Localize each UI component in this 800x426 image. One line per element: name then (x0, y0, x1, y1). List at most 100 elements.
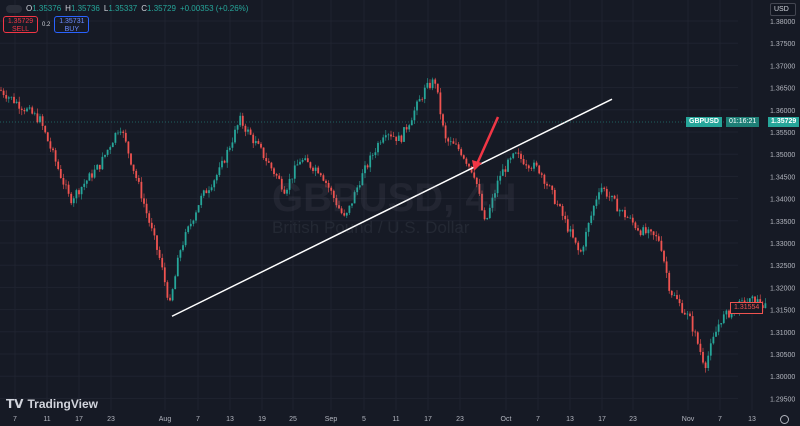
candle-body (618, 210, 621, 212)
collapse-icon[interactable] (6, 4, 22, 13)
candle-body (657, 236, 660, 241)
candle-body (288, 178, 291, 190)
candle-body (80, 186, 83, 195)
y-tick-label: 1.29500 (770, 396, 795, 403)
candle-body (442, 114, 444, 126)
candle-body (122, 131, 125, 133)
candle-body (634, 222, 637, 229)
candle-body (382, 137, 385, 143)
candle-body (348, 205, 351, 213)
candle-body (715, 331, 717, 337)
candle-body (379, 142, 382, 144)
candle-body (28, 107, 31, 109)
candle-body (624, 210, 626, 218)
candle-body (564, 215, 567, 220)
candle-body (226, 149, 229, 163)
candle-body (499, 175, 502, 181)
watermark-symbol: GBPUSD, 4H (272, 176, 517, 220)
watermark-name: British Pound / U.S. Dollar (272, 218, 470, 237)
x-tick-label: 19 (258, 416, 266, 423)
candle-body (286, 189, 288, 194)
y-tick-label: 1.31500 (770, 308, 795, 315)
candle-body (117, 132, 119, 134)
y-tick-label: 1.32500 (770, 263, 795, 270)
candle-body (364, 165, 366, 174)
candle-body (13, 96, 15, 103)
candle-body (91, 173, 93, 178)
candle-body (712, 336, 715, 344)
trendline[interactable] (171, 98, 613, 317)
candle-body (533, 162, 535, 169)
candle-body (75, 190, 78, 199)
candle-body (78, 190, 80, 195)
candle-body (527, 165, 530, 169)
buy-button[interactable]: 1.35731 BUY (54, 16, 90, 33)
candle-body (340, 208, 343, 214)
candle-body (655, 235, 658, 237)
candle-body (353, 192, 356, 204)
candle-body (585, 231, 587, 247)
annotation-arrow[interactable] (475, 116, 500, 165)
sell-button[interactable]: 1.35729 SELL (3, 16, 38, 33)
candle-body (613, 195, 616, 199)
candle-body (416, 101, 418, 111)
candle-body (486, 218, 489, 220)
candle-body (309, 162, 312, 168)
candle-body (96, 164, 99, 170)
candle-body (296, 164, 299, 166)
y-tick-label: 1.36000 (770, 108, 795, 115)
candle-body (283, 189, 286, 194)
candle-body (691, 316, 694, 332)
tradingview-logo[interactable]: 𝗧𝗩 TradingView (6, 397, 98, 411)
candle-body (200, 195, 203, 206)
candle-body (579, 250, 582, 252)
candle-body (689, 313, 691, 317)
candle-body (140, 181, 143, 199)
candle-body (751, 296, 754, 299)
candle-body (192, 220, 195, 224)
x-tick-label: 13 (748, 416, 756, 423)
candle-body (369, 155, 372, 168)
candle-body (517, 152, 520, 154)
candle-body (54, 150, 57, 162)
ohlc-legend: O1.35376 H1.35736 L1.35337 C1.35729 +0.0… (6, 4, 248, 13)
candle-body (384, 135, 387, 138)
candle-body (254, 141, 257, 144)
candle-body (704, 362, 707, 368)
y-tick-label: 1.37500 (770, 41, 795, 48)
candle-body (434, 79, 437, 84)
candle-body (247, 129, 249, 132)
candle-body (603, 187, 606, 189)
candle-body (26, 108, 28, 112)
candle-body (184, 232, 187, 246)
change: +0.00353 (+0.26%) (179, 4, 249, 13)
candle-body (449, 141, 452, 142)
candle-body (722, 314, 725, 324)
candle-body (429, 82, 431, 89)
countdown-tag: 01:16:21 (726, 117, 760, 127)
candle-body (215, 175, 218, 181)
candle-body (626, 217, 629, 218)
candle-body (67, 184, 70, 194)
x-tick-label: 23 (629, 416, 637, 423)
candle-body (392, 136, 395, 138)
candle-body (720, 323, 723, 325)
x-tick-label: 7 (196, 416, 200, 423)
candle-body (57, 161, 60, 169)
candle-body (553, 189, 556, 204)
x-tick-label: Oct (501, 416, 512, 423)
candle-body (41, 116, 44, 126)
candle-body (109, 147, 112, 150)
candle-body (374, 152, 377, 156)
candle-body (98, 164, 101, 170)
candle-body (189, 223, 192, 227)
settings-icon[interactable] (780, 415, 789, 424)
currency-select[interactable]: USD (770, 3, 796, 16)
candle-body (457, 144, 460, 150)
y-tick-label: 1.38000 (770, 19, 795, 26)
candle-body (148, 213, 151, 223)
candle-body (314, 167, 317, 171)
candle-body (156, 235, 158, 250)
candle-body (5, 95, 8, 99)
